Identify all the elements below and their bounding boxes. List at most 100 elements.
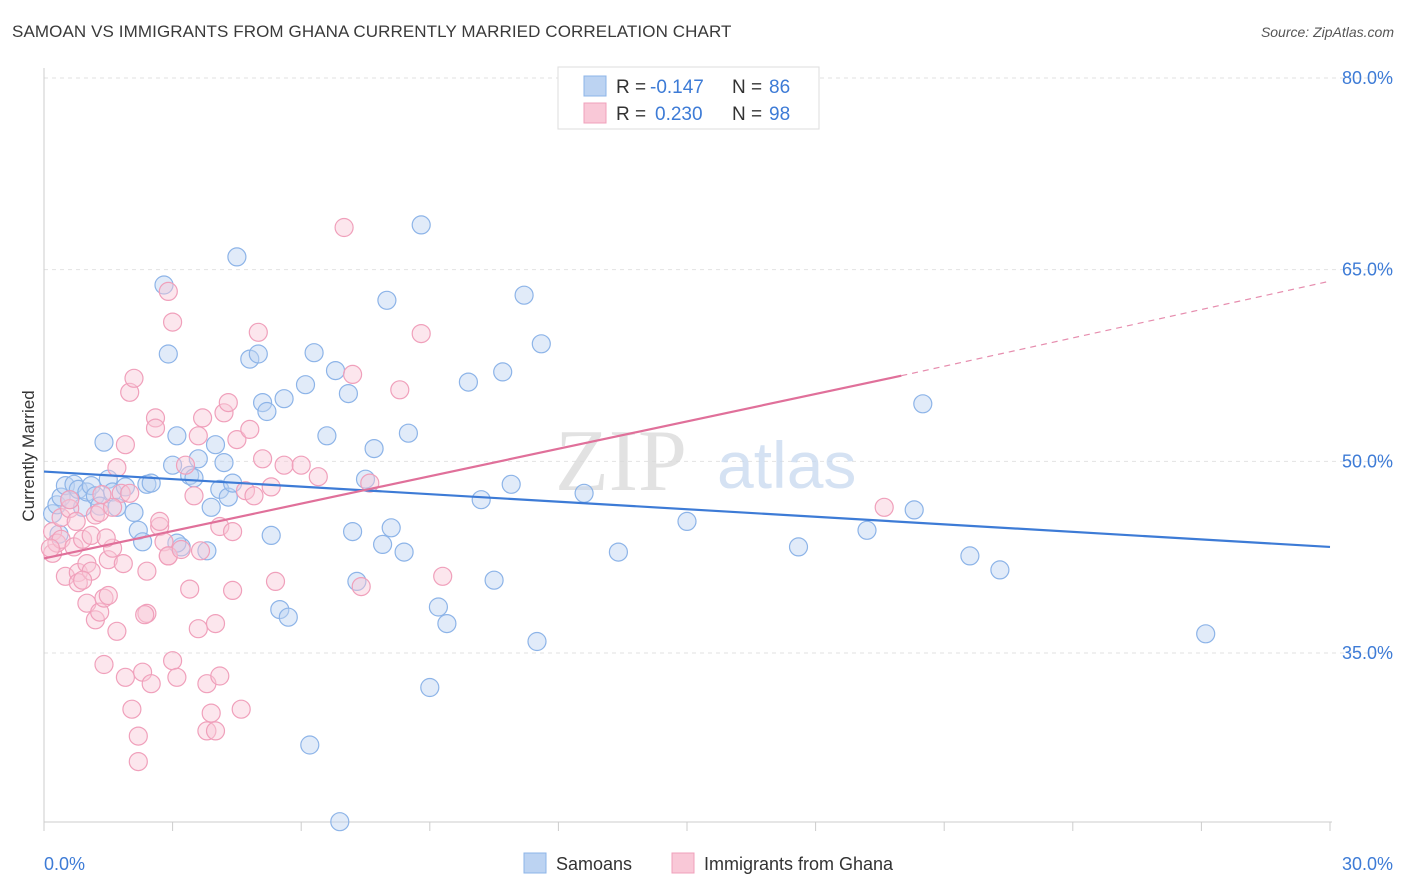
legend-bottom-swatch-samoans	[523, 852, 547, 874]
ghana-trend-line	[43, 374, 902, 560]
samoans-point-31	[205, 435, 226, 455]
legend-bottom: Samoans Immigrants from Ghana	[523, 852, 894, 874]
ghana-point-50	[188, 426, 208, 446]
ghana-point-76	[351, 576, 371, 597]
samoans-point-58	[398, 423, 418, 443]
watermark-atlas: atlas	[717, 428, 856, 502]
ghana-trend-line-extension	[901, 280, 1331, 377]
samoans-point-53	[364, 439, 384, 459]
ghana-point-31	[128, 726, 148, 746]
ghana-point-69	[261, 477, 281, 497]
ghana-point-48	[180, 579, 200, 599]
samoans-point-43	[278, 607, 298, 627]
ghana-point-91	[113, 553, 133, 574]
ghana-point-38	[145, 418, 166, 438]
y-tick-label-3: 80.0%	[1342, 68, 1393, 88]
samoans-point-69	[527, 631, 547, 652]
ghana-point-55	[201, 703, 221, 723]
ghana-point-90	[135, 605, 155, 625]
samoans-point-12	[94, 432, 114, 452]
legend-top: R = -0.147 N = 86 R = 0.230 N = 98	[557, 66, 820, 130]
legend-n-value-1: 98	[769, 104, 790, 125]
ghana-point-79	[411, 324, 431, 344]
ghana-point-49	[184, 486, 204, 506]
samoans-point-66	[493, 362, 513, 382]
legend-n-label-1: N =	[732, 104, 762, 125]
samoans-point-70	[531, 334, 551, 354]
trend-lines	[43, 280, 1331, 560]
watermark: ZIP atlas	[555, 413, 856, 510]
ghana-point-56	[205, 613, 226, 634]
ghana-point-44	[163, 651, 183, 671]
samoans-point-80	[1196, 624, 1216, 644]
ghana-point-57	[205, 721, 226, 741]
samoans-point-46	[304, 343, 324, 363]
ghana-point-93	[122, 699, 142, 719]
samoans-point-40	[257, 401, 277, 422]
x-ticks	[43, 822, 1331, 831]
ghana-point-21	[98, 550, 118, 570]
gridlines	[44, 77, 1392, 654]
ghana-point-94	[96, 528, 116, 548]
ghana-point-70	[265, 571, 286, 592]
samoans-point-59	[411, 215, 431, 235]
samoans-point-71	[574, 483, 594, 503]
samoans-point-74	[788, 537, 809, 557]
ghana-point-19	[94, 654, 114, 675]
ghana-point-78	[390, 380, 410, 400]
y-tick-label-2: 65.0%	[1342, 260, 1393, 280]
legend-swatch-samoans	[583, 75, 607, 97]
y-axis-label: Currently Married	[19, 390, 38, 521]
ghana-point-24	[107, 458, 127, 478]
samoans-point-49	[330, 812, 350, 832]
samoans-point-64	[471, 490, 491, 510]
samoans-point-50	[338, 384, 358, 404]
samoans-point-77	[913, 394, 933, 414]
samoans-point-36	[227, 247, 247, 267]
samoans-point-29	[197, 541, 217, 561]
ghana-point-34	[137, 561, 157, 581]
ghana-point-20	[98, 585, 118, 606]
legend-n-value-0: 86	[769, 77, 790, 98]
samoans-point-76	[904, 500, 924, 520]
legend-r-value-0: -0.147	[650, 77, 704, 98]
ghana-point-75	[343, 364, 363, 384]
samoans-point-57	[394, 542, 414, 562]
samoans-point-68	[514, 285, 534, 305]
ghana-point-97	[210, 666, 230, 686]
samoans-point-56	[381, 518, 401, 538]
ghana-point-60	[218, 393, 238, 413]
samoans-point-41	[261, 525, 281, 546]
ghana-point-61	[223, 521, 243, 542]
samoans-point-78	[960, 546, 980, 566]
ghana-point-92	[190, 541, 211, 561]
ghana-point-51	[188, 619, 208, 639]
samoans-point-16	[124, 502, 144, 523]
legend-r-value-1: 0.230	[655, 104, 703, 125]
samoans-point-38	[248, 344, 268, 364]
ghana-point-59	[214, 403, 234, 423]
ghana-point-86	[175, 455, 196, 475]
ghana-point-66	[244, 486, 264, 506]
x-tick-label-max: 30.0%	[1342, 854, 1393, 874]
samoans-point-22	[158, 344, 178, 364]
y-tick-label-0: 35.0%	[1342, 643, 1393, 663]
samoans-point-47	[317, 426, 337, 446]
ghana-point-23	[107, 621, 127, 641]
samoans-point-62	[437, 613, 457, 634]
ghana-point-80	[433, 566, 453, 586]
ghana-point-26	[115, 435, 136, 455]
ghana-point-32	[128, 751, 148, 772]
samoans-point-60	[420, 677, 440, 698]
y-tick-label-1: 50.0%	[1342, 451, 1393, 471]
ghana-point-83	[72, 570, 93, 590]
samoans-point-63	[458, 372, 478, 392]
ghana-point-43	[158, 281, 178, 301]
ghana-point-37	[145, 408, 166, 428]
x-tick-label-min: 0.0%	[44, 854, 85, 874]
ghana-point-65	[240, 419, 260, 439]
ghana-point-27	[115, 667, 136, 687]
chart-title: SAMOAN VS IMMIGRANTS FROM GHANA CURRENTL…	[12, 22, 732, 41]
legend-bottom-label-ghana: Immigrants from Ghana	[704, 854, 894, 874]
legend-bottom-label-samoans: Samoans	[556, 854, 632, 874]
